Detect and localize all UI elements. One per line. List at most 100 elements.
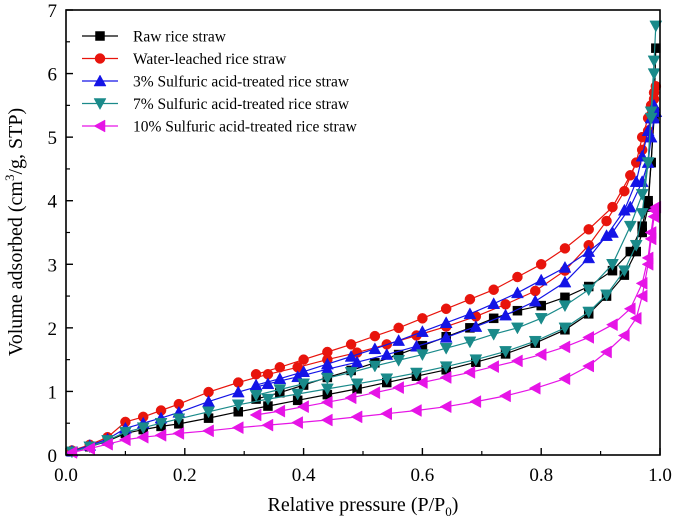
adsorption-point [410,339,423,352]
desorption-point [606,225,619,238]
desorption-point [464,294,476,305]
adsorption-point [261,393,275,406]
y-tick-label: 4 [48,192,58,213]
y-tick-label: 0 [48,446,58,467]
desorption-point [582,245,596,257]
series-4 [65,20,663,459]
adsorption-point [601,215,612,227]
desorption-point [249,408,262,422]
adsorption-point [101,437,113,451]
desorption-point [463,307,477,320]
desorption-point [625,170,636,181]
desorption-point [606,259,619,271]
legend-label: 7% Sulfuric acid-treated rice straw [133,96,350,113]
adsorption-point [649,20,663,33]
adsorption-point [380,373,394,386]
series-layer [65,20,663,459]
adsorption-point [469,320,483,332]
desorption-point [641,157,655,170]
desorption-point [368,360,382,373]
desorption-point [512,305,523,316]
adsorption-point [558,322,572,335]
desorption-point [439,342,453,355]
desorption-point [637,221,647,231]
adsorption-point [528,381,541,395]
adsorption-point [469,395,482,409]
desorption-point [558,300,572,313]
adsorption-point [617,265,631,278]
adsorption-point [154,417,168,430]
adsorption-point [558,372,571,386]
x-tick-label: 0.6 [411,465,435,486]
x-axis-title: Relative pressure (P/P0) [268,494,459,519]
adsorption-point [380,407,393,421]
desorption-point [511,322,524,335]
desorption-point [644,112,658,125]
desorption-point [392,334,406,346]
desorption-point [635,189,649,201]
desorption-point [439,316,453,329]
adsorption-point [651,43,661,53]
legend-label: Water-leached rice straw [133,51,287,68]
adsorption-point [619,185,630,197]
desorption-point [344,367,358,379]
x-tick-label: 0.4 [292,465,316,486]
adsorption-point [617,329,630,342]
desorption-point [582,330,594,344]
adsorption-point [410,367,423,380]
y-tick-label: 2 [48,319,58,340]
adsorption-point [600,345,612,359]
adsorption-point [635,289,648,303]
desorption-point [487,360,499,374]
desorption-point [607,201,618,213]
adsorption-point [291,416,303,429]
desorption-point [415,325,429,337]
desorption-point [605,318,618,332]
adsorption-point [647,55,661,68]
desorption-point [297,400,309,414]
adsorption-point [439,361,453,374]
legend-label: 10% Sulfuric acid-treated rice straw [133,119,358,136]
desorption-point [273,384,287,397]
legend: Raw rice straw Water-leached rice straw 3%… [82,29,358,136]
desorption-point [368,342,382,355]
desorption-point [439,371,452,384]
legend-item: 3% Sulfuric acid-treated rice straw [82,74,350,91]
desorption-point [274,362,286,373]
adsorption-point [530,285,541,297]
adsorption-point [172,426,185,440]
desorption-point [511,286,524,299]
desorption-point [368,386,381,400]
legend-marker [93,98,107,111]
adsorption-point [136,422,150,435]
desorption-point [512,271,523,283]
desorption-point [558,260,572,273]
legend-item: Water-leached rice straw [82,51,287,68]
adsorption-point [499,346,512,358]
adsorption-point [600,289,613,302]
adsorption-point [118,433,131,447]
desorption-point [393,322,404,334]
adsorption-point [261,377,275,390]
desorption-point [534,348,547,361]
desorption-point [369,330,381,342]
desorption-point [417,313,428,324]
adsorption-point [558,275,572,288]
desorption-point [273,404,286,418]
adsorption-point [469,354,483,367]
adsorption-point [231,399,245,412]
x-tick-label: 0.0 [54,465,78,486]
series-5 [65,200,662,459]
adsorption-point [582,251,596,264]
desorption-point [392,381,404,395]
adsorption-point [202,406,215,419]
adsorption-point [528,335,542,348]
desorption-point [463,336,477,349]
desorption-point [320,395,333,409]
desorption-point [641,251,654,265]
x-tick-label: 0.8 [529,465,553,486]
desorption-point [644,130,658,143]
adsorption-point [582,359,594,373]
x-tick-label: 0.2 [173,465,197,486]
desorption-point [558,340,571,354]
